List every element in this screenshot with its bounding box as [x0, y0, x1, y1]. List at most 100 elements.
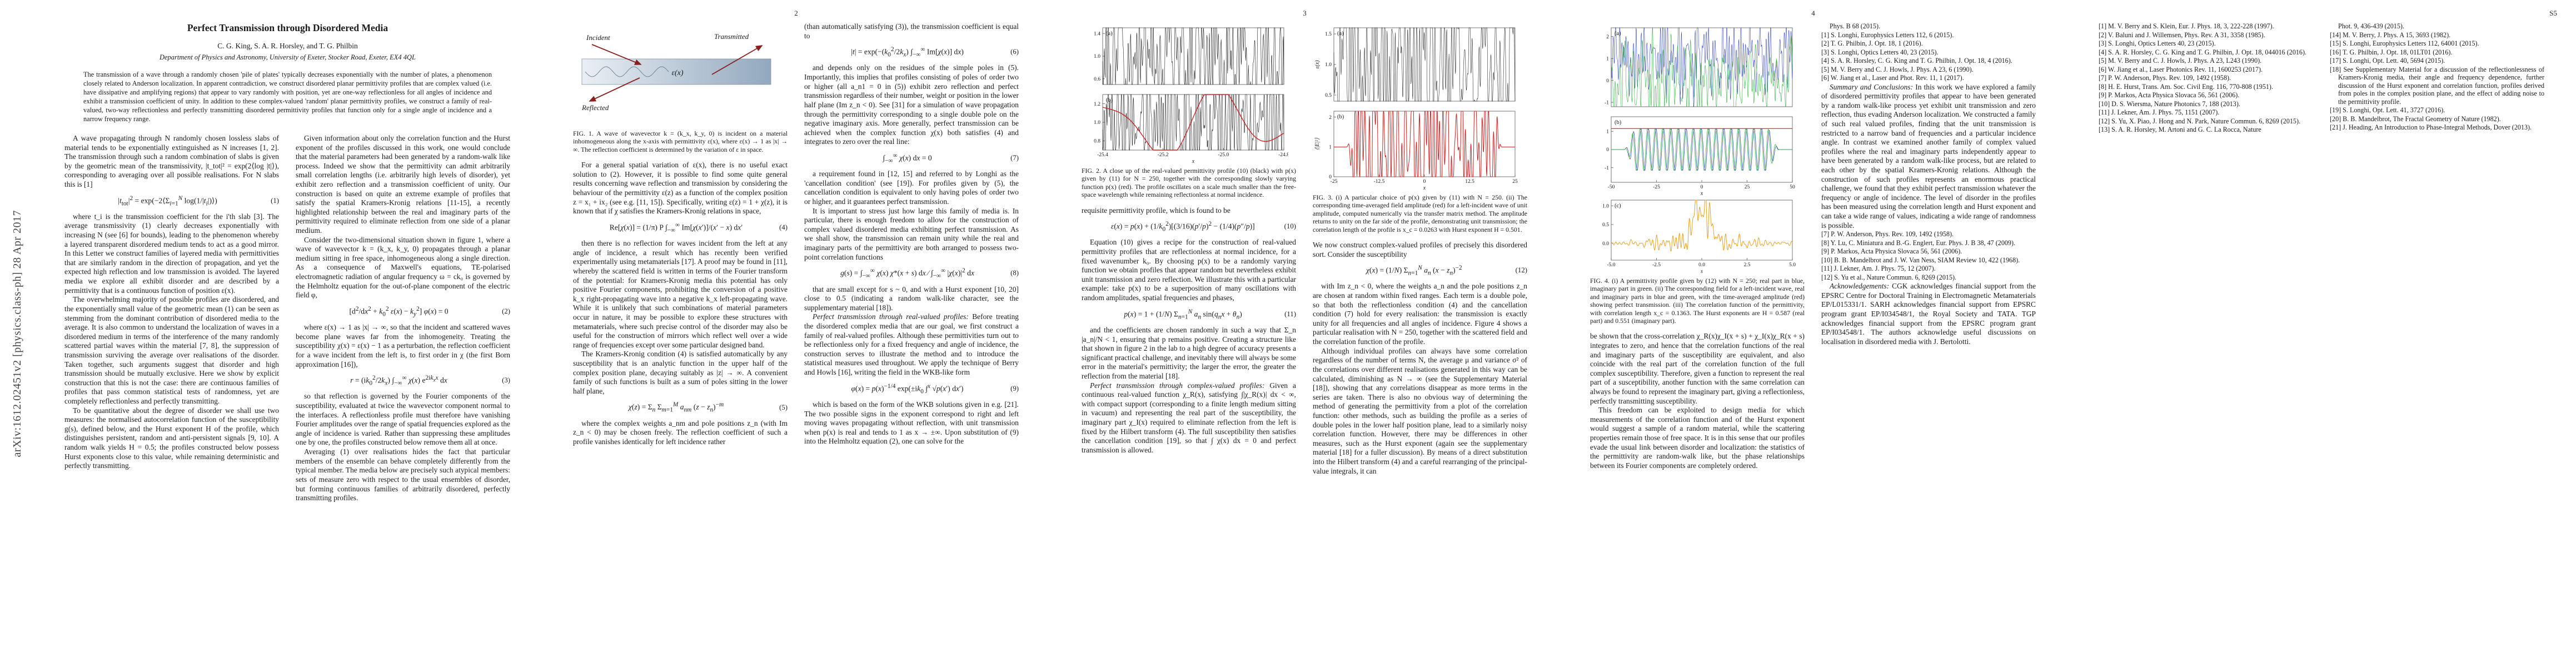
equation-body: g(s) = ∫−∞∞ χ(x) χ*(x + s) dx ∕ ∫−∞∞ |χ(… [840, 267, 974, 280]
figure-fig4: 2 1 0 -1 (a) 1 0 -1 -50 -25 0 25 50 x (b) 1.0 0.5 0.0 -5.0… [1590, 23, 1805, 273]
paragraph: Perfect transmission through complex-val… [1082, 381, 1296, 454]
paragraph: Summary and Conclusions: In this work we… [1821, 82, 2036, 230]
reference-item: [4] S. A. R. Horsley, C. G. King and T. … [2099, 48, 2307, 56]
column: Incident Transmitted Reflected ε(x) FIG. 1. … [573, 22, 788, 636]
reference-continued: Phot. 9, 436-439 (2015). [2338, 22, 2404, 30]
paragraph: Perfect transmission through real-valued… [804, 312, 1019, 377]
page-s5: S5 [1] M. V. Berry and S. Klein, Eur. J.… [2067, 0, 2576, 667]
x-tick-label: -25 [1653, 185, 1660, 190]
y-tick-label: 0 [1329, 175, 1332, 180]
x-tick-label: 0 [1701, 185, 1703, 190]
equation-number: (12) [1515, 266, 1527, 275]
transmitted-label: Transmitted [714, 32, 749, 41]
figure-fig4-series-g(s) [1611, 200, 1793, 252]
x-tick-label: -5.0 [1607, 262, 1615, 268]
y-tick-label: 0 [1606, 78, 1609, 84]
x-tick-label: 12.5 [1465, 179, 1474, 185]
equation-body: r = (ik02/2kx) ∫−∞∞ χ(x) e2ikxx dx [350, 375, 447, 387]
x-tick-label: -24.8 [1278, 152, 1288, 158]
reference-item: [5] M. V. Berry and C. J. Howls, J. Phys… [2099, 57, 2262, 64]
y-tick-label: 1.4 [1094, 31, 1100, 37]
reference-item: [7] P. W. Anderson, Phys. Rev. 109, 1492… [2099, 74, 2231, 82]
reflected-arrow [589, 77, 640, 102]
reference-item: [19] S. Longhi, Opt. Lett. 41, 3727 (201… [2330, 106, 2445, 114]
wave-squiggle [585, 66, 669, 77]
x-tick-label: -50 [1608, 185, 1615, 190]
equation: Re[χ(x)] = (1/π) P ∫−∞∞ Im[χ(x′)]/(x′ − … [573, 222, 788, 233]
equation-number: (8) [1010, 269, 1019, 277]
paper-title: Perfect Transmission through Disordered … [187, 22, 388, 33]
paragraph: A wave propagating through N randomly ch… [64, 133, 279, 188]
y-tick-label: 1 [1606, 129, 1609, 135]
panel-tag: (b) [1337, 114, 1344, 120]
paper-header: Perfect Transmission through Disordered … [64, 22, 511, 124]
x-tick-label: -2.5 [1652, 262, 1661, 268]
paragraph: and the coefficients are chosen randomly… [1082, 325, 1296, 380]
y-tick-label: 2 [1606, 34, 1609, 40]
y-tick-label: 0.5 [1325, 93, 1332, 98]
paragraph: Equation (10) gives a recipe for the con… [1082, 238, 1296, 302]
x-tick-label: 50 [1790, 185, 1795, 190]
page-1: Perfect Transmission through Disordered … [33, 0, 542, 667]
paragraph: For a general spatial variation of ε(x),… [573, 161, 788, 216]
x-tick-label: 0 [1423, 179, 1426, 185]
equation-body: χ(z) = Σn Σm=1M anm (z − zn)−m [628, 401, 724, 414]
panel-tag: (b) [1106, 97, 1113, 103]
equation-body: p(x) = 1 + (1/N) Σn=1N an sin(qnx + θn) [1124, 308, 1242, 320]
y-tick-label: -1 [1605, 166, 1609, 171]
page-number: 3 [1303, 9, 1307, 17]
equation-number: (6) [1010, 48, 1019, 56]
reference-item: [21] J. Heading, An Introduction to Phas… [2330, 123, 2532, 131]
reference-item: [8] Y. Lu, C. Miniatura and B.-G. Engler… [1821, 238, 2016, 247]
equation: χ(x) = (1/N) Σn=1N an (x − zn)−2 (12) [1313, 265, 1527, 276]
x-tick-label: -25.2 [1158, 152, 1169, 158]
reference-item: [6] W. Jiang et al., Laser Photonics Rev… [2099, 65, 2263, 73]
figure-fig2: 1.4 1.0 0.6 (a) 1.2 1.0 0.8 -25.4 -25.2 -25.0 -24.… [1082, 23, 1296, 163]
x-tick-label: 25 [1745, 185, 1750, 190]
figure-fig4-series-Im ε [1611, 27, 1793, 107]
x-axis-label: s [1701, 268, 1703, 273]
equation-number: (9) [1010, 384, 1019, 392]
paragraph-continued: requisite permittivity profile, which is… [1082, 206, 1230, 215]
arxiv-banner: arXiv:1612.02451v2 [physics.class-ph] 28… [4, 0, 30, 667]
two-column-layout: [1] M. V. Berry and S. Klein, Eur. J. Ph… [2099, 22, 2545, 636]
x-tick-label: 5.0 [1789, 262, 1796, 268]
equation: |t| = exp(−(k02/2kx) ∫−∞∞ Im[χ(x)] dx) (6… [804, 46, 1019, 58]
y-tick-label: 0.8 [1094, 139, 1100, 145]
reference-item: [17] S. Longhi, Opt. Lett. 40, 5694 (201… [2330, 57, 2445, 64]
equation: ∫−∞∞ χ(x) dx = 0 (7) [804, 152, 1019, 164]
x-tick-label: -25.0 [1218, 152, 1229, 158]
y-tick-label: 2 [1329, 115, 1332, 121]
figure-caption: FIG. 2. A close up of the real-valued pe… [1082, 167, 1296, 199]
two-column-layout: 2 1 0 -1 (a) 1 0 -1 -50 -25 0 25 50 x (b) 1.0 0.5 0.0 -5.0… [1590, 22, 2036, 636]
paragraph: then there is no reflection for waves in… [573, 239, 788, 349]
paragraph: where t_i is the transmission coefficien… [64, 212, 279, 295]
x-tick-label: 25 [1512, 179, 1518, 185]
column: 1.5 1.0 0.5 ε(x) (a) 2 1 0 -25 -12.5 0 12.5 25 x ⟨|E|²… [1313, 22, 1527, 636]
paragraph: It is important to stress just how large… [804, 206, 1019, 261]
reference-item: [14] M. V. Berry, J. Phys. A 15, 3693 (1… [2330, 31, 2451, 39]
y-tick-label: -1 [1605, 100, 1609, 106]
figure-schematic: Incident Transmitted Reflected ε(x) [573, 23, 788, 126]
reference-item: [2] T. G. Philbin, J. Opt. 18, 1 (2016). [1821, 39, 1923, 47]
equation-body: [d2/dx2 + k02 ε(x) − ky2] φ(x) = 0 [349, 305, 449, 318]
x-tick-label: -25.4 [1097, 152, 1108, 158]
paragraph: with Im z_n < 0, where the weights a_n a… [1313, 282, 1527, 346]
incident-arrow [591, 44, 642, 65]
figure-fig2-panel-0: 1.4 1.0 0.6 (a) [1094, 27, 1284, 85]
paragraph: where the complex weights a_nm and pole … [573, 419, 788, 446]
reference-item: [20] B. B. Mandelbrot, The Fractal Geome… [2330, 115, 2501, 123]
column: A wave propagating through N randomly ch… [64, 134, 279, 594]
paragraph: Consider the two-dimensional situation s… [296, 235, 510, 300]
two-column-layout: A wave propagating through N randomly ch… [64, 134, 511, 594]
y-tick-label: 1.0 [1602, 203, 1609, 209]
wave-scattering-diagram: Incident Transmitted Reflected ε(x) [581, 32, 771, 112]
reference-item: [3] S. Longhi, Optics Letters 40, 23 (20… [2099, 39, 2216, 47]
y-tick-label: 0.5 [1602, 222, 1609, 228]
paragraph-continued: We now construct complex-valued profiles… [1313, 240, 1527, 258]
reference-item: [1] M. V. Berry and S. Klein, Eur. J. Ph… [2099, 22, 2274, 30]
figure-fig3: 1.5 1.0 0.5 ε(x) (a) 2 1 0 -25 -12.5 0 12.5 25 x ⟨|E|²… [1313, 23, 1527, 190]
column: 1.4 1.0 0.6 (a) 1.2 1.0 0.8 -25.4 -25.2 -25.0 -24.… [1082, 22, 1296, 636]
column: [1] M. V. Berry and S. Klein, Eur. J. Ph… [2099, 22, 2313, 636]
